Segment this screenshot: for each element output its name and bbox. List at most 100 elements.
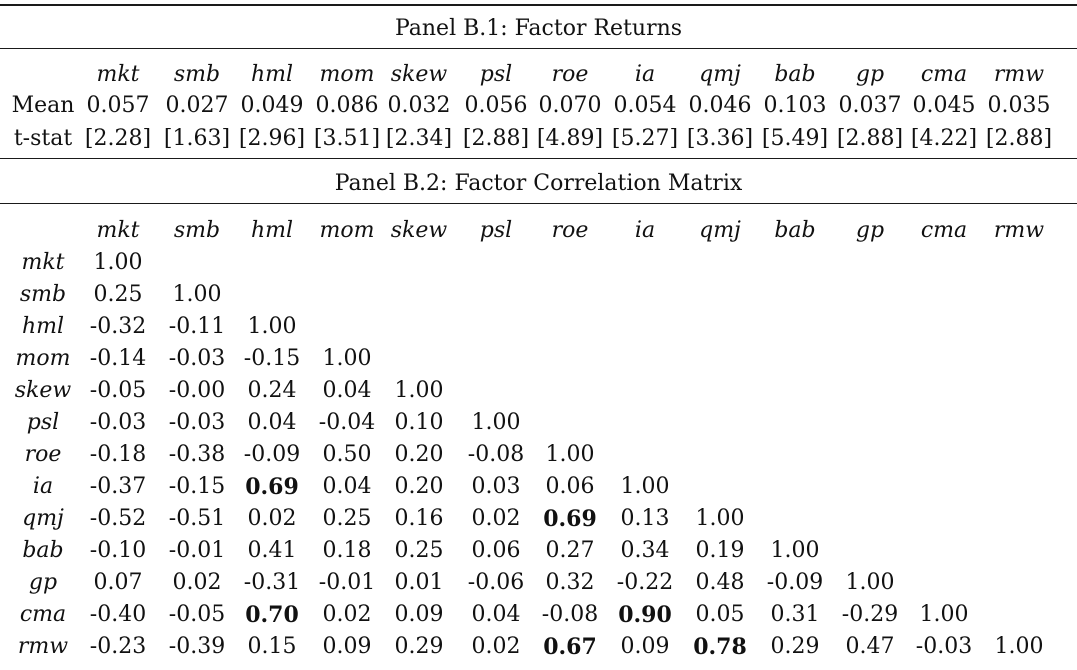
b2-cell: 0.20 xyxy=(394,442,444,467)
b1-cell: 0.027 xyxy=(165,93,229,118)
b2-header-ia: ia xyxy=(634,218,656,243)
b2-cell: 0.41 xyxy=(247,538,297,563)
b2-cell: 0.25 xyxy=(93,282,143,307)
b2-header-psl: psl xyxy=(479,218,513,243)
b1-cell: [2.34] xyxy=(385,126,453,151)
b1-header-qmj: qmj xyxy=(699,62,741,87)
b2-cell: 0.18 xyxy=(322,538,372,563)
b2-cell: 0.02 xyxy=(471,634,521,659)
b2-cell: -0.03 xyxy=(168,346,226,371)
b2-cell: -0.11 xyxy=(168,314,226,339)
b2-row-label: hml xyxy=(21,314,65,339)
b2-cell: 1.00 xyxy=(394,378,444,403)
b1-cell: [2.28] xyxy=(84,126,152,151)
b2-cell: -0.05 xyxy=(168,602,226,627)
b1-header-mom: mom xyxy=(319,62,375,87)
b2-row-label: mom xyxy=(15,346,71,371)
b1-cell: [5.27] xyxy=(611,126,679,151)
b2-cell: 0.78 xyxy=(693,634,747,660)
b1-row-label: t-stat xyxy=(13,126,73,151)
b2-cell: 0.25 xyxy=(322,506,372,531)
b2-cell: 0.13 xyxy=(620,506,670,531)
b2-cell: 0.01 xyxy=(394,570,444,595)
b1-cell: 0.035 xyxy=(987,93,1051,118)
b2-cell: -0.14 xyxy=(89,346,147,371)
b2-cell: 0.06 xyxy=(471,538,521,563)
b2-cell: -0.39 xyxy=(168,634,226,659)
b1-cell: [3.36] xyxy=(686,126,754,151)
b2-cell: 1.00 xyxy=(172,282,222,307)
b2-header-bab: bab xyxy=(774,218,816,243)
b1-cell: [2.88] xyxy=(985,126,1053,151)
b2-cell: 1.00 xyxy=(845,570,895,595)
b2-cell: 1.00 xyxy=(919,602,969,627)
b2-cell: 0.02 xyxy=(247,506,297,531)
b2-header-smb: smb xyxy=(173,218,221,243)
b2-cell: 0.29 xyxy=(770,634,820,659)
b2-row-label: qmj xyxy=(22,506,64,531)
b2-cell: -0.09 xyxy=(243,442,301,467)
b2-cell: 0.29 xyxy=(394,634,444,659)
b1-header-roe: roe xyxy=(551,62,589,87)
b1-cell: 0.054 xyxy=(613,93,677,118)
b1-cell: [4.89] xyxy=(536,126,604,151)
b2-cell: -0.51 xyxy=(168,506,226,531)
b2-cell: -0.01 xyxy=(318,570,376,595)
panel-b2-title: Panel B.2: Factor Correlation Matrix xyxy=(334,171,743,196)
b2-cell: -0.08 xyxy=(541,602,599,627)
b1-cell: 0.103 xyxy=(763,93,827,118)
b1-cell: [3.51] xyxy=(313,126,381,151)
b2-header-roe: roe xyxy=(551,218,589,243)
b1-header-ia: ia xyxy=(634,62,656,87)
b2-cell: -0.52 xyxy=(89,506,147,531)
b2-cell: -0.03 xyxy=(89,410,147,435)
b2-cell: 1.00 xyxy=(770,538,820,563)
top-rule xyxy=(0,4,1077,6)
b2-row-label: smb xyxy=(19,282,67,307)
b1-cell: 0.032 xyxy=(387,93,451,118)
b2-cell: 0.16 xyxy=(394,506,444,531)
b2-cell: -0.04 xyxy=(318,410,376,435)
b2-cell: 0.27 xyxy=(545,538,595,563)
b1-cell: 0.056 xyxy=(464,93,528,118)
b2-cell: 0.07 xyxy=(93,570,143,595)
b2-cell: -0.10 xyxy=(89,538,147,563)
b2-row-label: skew xyxy=(14,378,72,403)
b2-cell: -0.06 xyxy=(467,570,525,595)
b2-cell: 0.70 xyxy=(245,602,299,628)
b1-cell: [1.63] xyxy=(163,126,231,151)
b2-cell: 1.00 xyxy=(994,634,1044,659)
b2-cell: -0.31 xyxy=(243,570,301,595)
b2-cell: 0.09 xyxy=(322,634,372,659)
b2-cell: 0.34 xyxy=(620,538,670,563)
b2-cell: -0.03 xyxy=(168,410,226,435)
b2-cell: 0.04 xyxy=(247,410,297,435)
panel-b1-rule xyxy=(0,48,1077,49)
b1-header-psl: psl xyxy=(479,62,513,87)
b1-header-rmw: rmw xyxy=(993,62,1045,87)
b2-cell: 0.67 xyxy=(543,634,597,660)
b2-header-skew: skew xyxy=(390,218,448,243)
b1-cell: [2.96] xyxy=(238,126,306,151)
panel-b1-title: Panel B.1: Factor Returns xyxy=(394,16,683,41)
b1-cell: [2.88] xyxy=(462,126,530,151)
b2-row-label: rmw xyxy=(17,634,69,659)
b2-cell: 1.00 xyxy=(545,442,595,467)
b2-cell: 1.00 xyxy=(471,410,521,435)
b2-cell: 1.00 xyxy=(322,346,372,371)
b1-cell: 0.057 xyxy=(86,93,150,118)
b2-cell: 0.48 xyxy=(695,570,745,595)
b2-header-hml: hml xyxy=(250,218,294,243)
b2-cell: -0.22 xyxy=(616,570,674,595)
b1-header-gp: gp xyxy=(855,62,885,87)
b2-cell: -0.38 xyxy=(168,442,226,467)
b2-cell: -0.01 xyxy=(168,538,226,563)
b2-row-label: roe xyxy=(24,442,62,467)
b2-cell: -0.32 xyxy=(89,314,147,339)
b2-cell: -0.15 xyxy=(243,346,301,371)
b2-cell: 0.47 xyxy=(845,634,895,659)
b2-cell: 0.10 xyxy=(394,410,444,435)
b1-header-cma: cma xyxy=(920,62,968,87)
b2-row-label: cma xyxy=(19,602,67,627)
b2-cell: 0.04 xyxy=(322,474,372,499)
